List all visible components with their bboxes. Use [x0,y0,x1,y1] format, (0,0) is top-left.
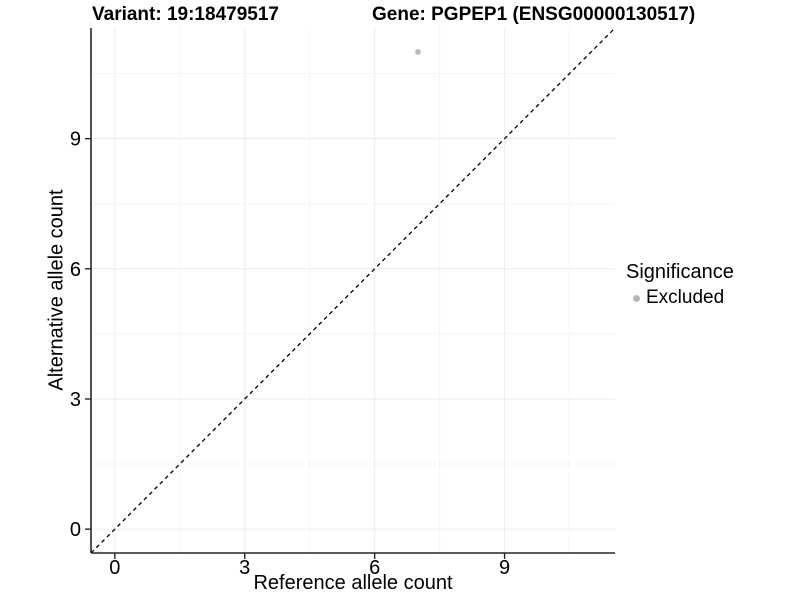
legend-entry-label: Excluded [646,287,725,308]
y-tick-label: 0 [70,519,81,541]
variant-title: Variant: 19:18479517 [92,4,279,25]
legend-title: Significance [626,261,734,283]
legend-entry-excluded: Excluded [626,287,734,309]
x-tick-label: 6 [369,557,380,579]
y-axis-title: Alternative allele count [45,189,68,391]
y-tick-label: 9 [70,129,81,151]
x-axis-title: Reference allele count [253,572,453,594]
y-tick-label: 3 [70,389,81,411]
legend-key [626,294,646,302]
legend-point-icon [632,294,640,302]
x-tick-label: 0 [109,557,120,579]
legend: Significance Excluded [626,261,734,309]
identity-line [90,27,616,554]
gene-title: Gene: PGPEP1 (ENSG00000130517) [372,4,696,25]
y-tick-label: 6 [70,259,81,281]
data-point [415,49,421,55]
x-tick-label: 3 [239,557,250,579]
x-tick-label: 9 [499,557,510,579]
